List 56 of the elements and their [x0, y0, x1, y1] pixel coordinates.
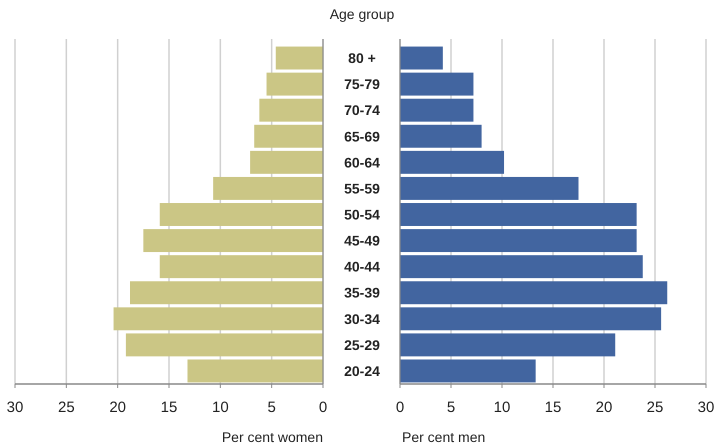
y-tick-label: 50-54: [344, 206, 380, 222]
x-tick-label: 0: [318, 399, 328, 416]
x-tick-label: 5: [446, 399, 456, 416]
x-tick-label: 15: [544, 399, 562, 416]
bar: [400, 229, 637, 252]
bar: [400, 72, 474, 96]
bar: [160, 203, 323, 226]
bar: [130, 281, 323, 304]
bar: [400, 98, 474, 122]
bar: [400, 255, 643, 278]
x-axis-title: Per cent men: [402, 429, 486, 445]
x-tick-label: 20: [109, 399, 126, 416]
y-tick-label: 70-74: [344, 102, 380, 118]
y-tick-label: 65-69: [344, 128, 380, 144]
x-tick-label: 30: [6, 399, 24, 416]
y-tick-label: 45-49: [344, 232, 380, 249]
y-tick-label: 40-44: [344, 258, 380, 275]
y-tick-label: 80 +: [348, 50, 376, 66]
y-tick-label: 30-34: [344, 310, 380, 327]
bar: [266, 72, 323, 96]
bar: [213, 176, 323, 200]
x-tick-label: 25: [58, 399, 75, 416]
bar: [250, 150, 323, 174]
x-tick-label: 25: [646, 399, 664, 416]
y-axis-title: Age group: [330, 6, 395, 22]
x-tick-label: 0: [396, 399, 404, 416]
bar: [400, 124, 482, 148]
y-tick-label: 55-59: [344, 180, 380, 196]
x-tick-label: 5: [267, 399, 276, 416]
bar: [259, 98, 323, 122]
bar: [160, 255, 323, 278]
bar: [400, 46, 443, 70]
x-tick-label: 15: [160, 399, 178, 416]
bar: [114, 307, 323, 330]
bar: [400, 333, 616, 356]
y-tick-label: 25-29: [344, 336, 380, 353]
bar: [254, 124, 323, 148]
bar: [400, 359, 536, 382]
bar: [126, 333, 323, 356]
y-tick-label: 35-39: [344, 284, 380, 301]
bar: [400, 176, 578, 200]
x-tick-label: 10: [212, 399, 229, 416]
bar: [187, 359, 323, 382]
x-tick-label: 20: [596, 399, 612, 416]
y-tick-label: 60-64: [344, 154, 380, 170]
x-axis-title: Per cent women: [222, 429, 323, 445]
bar: [143, 229, 323, 252]
y-tick-label: 75-79: [344, 76, 380, 92]
bar: [276, 46, 323, 70]
bar: [400, 150, 504, 174]
x-tick-label: 10: [494, 399, 510, 416]
y-tick-label: 20-24: [344, 362, 380, 379]
bar: [400, 307, 662, 330]
x-tick-label: 30: [698, 399, 714, 416]
bar: [400, 281, 668, 304]
bar: [400, 203, 637, 226]
